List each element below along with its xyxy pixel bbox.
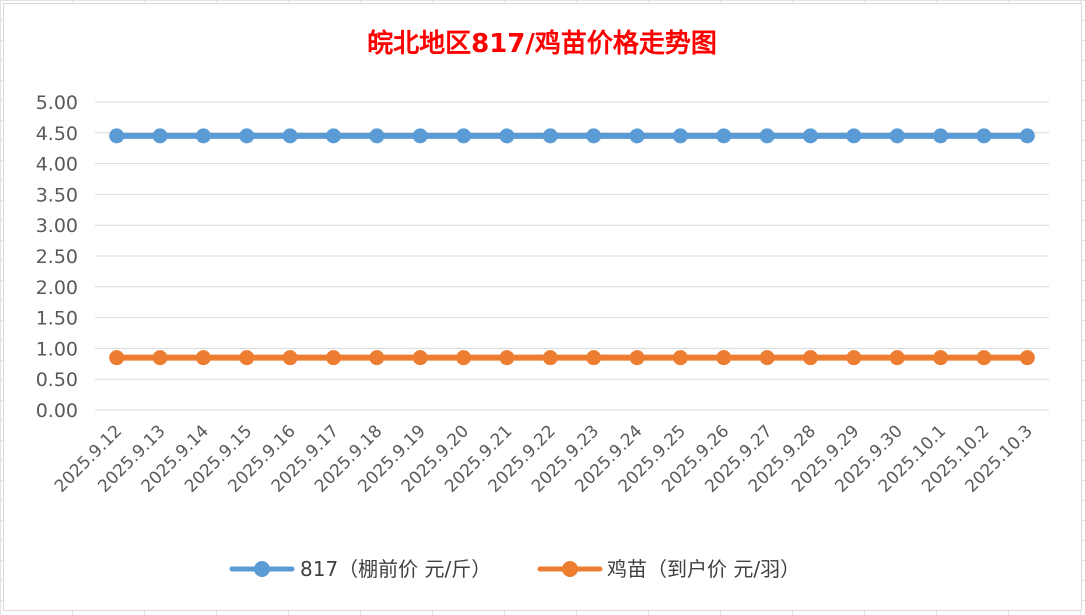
chart-area[interactable] (3, 3, 1082, 611)
legend-label-chick: 鸡苗（到户价 元/羽） (607, 557, 800, 581)
legend-item-817[interactable]: 817（棚前价 元/斤） (229, 557, 491, 581)
data-point-1[interactable] (759, 350, 775, 366)
data-point-1[interactable] (846, 350, 862, 366)
data-point-1[interactable] (326, 350, 341, 366)
data-point-1[interactable] (672, 350, 688, 366)
legend-dot-817 (254, 561, 270, 577)
data-point-0[interactable] (152, 128, 168, 144)
data-point-0[interactable] (456, 128, 472, 144)
data-point-0[interactable] (239, 128, 255, 144)
y-tick-label: 0.50 (36, 369, 78, 391)
data-point-0[interactable] (412, 128, 428, 144)
y-axis-ticks: 0.00 0.50 1.00 1.50 2.00 2.50 3.00 3.50 4.00 4.50… (36, 92, 78, 422)
data-point-0[interactable] (889, 128, 905, 144)
series-layer (109, 128, 1035, 366)
data-point-1[interactable] (542, 350, 558, 366)
data-point-0[interactable] (586, 128, 602, 144)
data-point-1[interactable] (889, 350, 905, 366)
legend-item-chick[interactable]: 鸡苗（到户价 元/羽） (537, 557, 800, 581)
data-point-0[interactable] (976, 128, 992, 144)
data-point-0[interactable] (629, 128, 645, 144)
data-point-1[interactable] (152, 350, 168, 366)
y-tick-label: 4.50 (36, 123, 78, 145)
data-point-1[interactable] (369, 350, 385, 366)
data-point-1[interactable] (1019, 350, 1035, 366)
y-tick-label: 3.50 (36, 184, 78, 206)
data-point-0[interactable] (716, 128, 732, 144)
data-point-0[interactable] (369, 128, 385, 144)
y-tick-label: 2.50 (36, 246, 78, 268)
y-tick-label: 5.00 (36, 92, 78, 114)
data-point-0[interactable] (195, 128, 211, 144)
data-point-1[interactable] (933, 350, 949, 366)
data-point-0[interactable] (542, 128, 558, 144)
data-point-0[interactable] (282, 128, 298, 144)
y-tick-label: 4.00 (36, 154, 78, 176)
data-point-1[interactable] (803, 350, 818, 366)
y-tick-label: 1.00 (36, 338, 78, 360)
legend-dot-chick (562, 561, 578, 577)
y-tick-label: 3.00 (36, 215, 78, 237)
data-point-1[interactable] (239, 350, 255, 366)
data-point-1[interactable] (716, 350, 732, 366)
y-tick-label: 0.00 (36, 400, 78, 422)
data-point-1[interactable] (282, 350, 298, 366)
data-point-0[interactable] (933, 128, 949, 144)
legend: 817（棚前价 元/斤） 鸡苗（到户价 元/羽） (229, 557, 800, 581)
data-point-1[interactable] (499, 350, 515, 366)
data-point-0[interactable] (672, 128, 688, 144)
chart-title: 皖北地区817/鸡苗价格走势图 (367, 28, 717, 59)
data-point-1[interactable] (456, 350, 472, 366)
data-point-1[interactable] (629, 350, 645, 366)
data-point-1[interactable] (586, 350, 602, 366)
legend-label-817: 817（棚前价 元/斤） (300, 557, 491, 581)
data-point-0[interactable] (846, 128, 862, 144)
data-point-1[interactable] (976, 350, 992, 366)
data-point-0[interactable] (499, 128, 515, 144)
data-point-1[interactable] (195, 350, 211, 366)
data-point-0[interactable] (803, 128, 818, 144)
gridlines (95, 101, 1049, 411)
data-point-0[interactable] (759, 128, 775, 144)
y-tick-label: 1.50 (36, 308, 78, 330)
x-axis-ticks: 2025.9.122025.9.132025.9.142025.9.152025… (51, 421, 1037, 496)
data-point-1[interactable] (109, 350, 125, 366)
data-point-0[interactable] (1019, 128, 1035, 144)
data-point-0[interactable] (326, 128, 341, 144)
data-point-0[interactable] (109, 128, 125, 144)
y-tick-label: 2.00 (36, 277, 78, 299)
data-point-1[interactable] (412, 350, 428, 366)
